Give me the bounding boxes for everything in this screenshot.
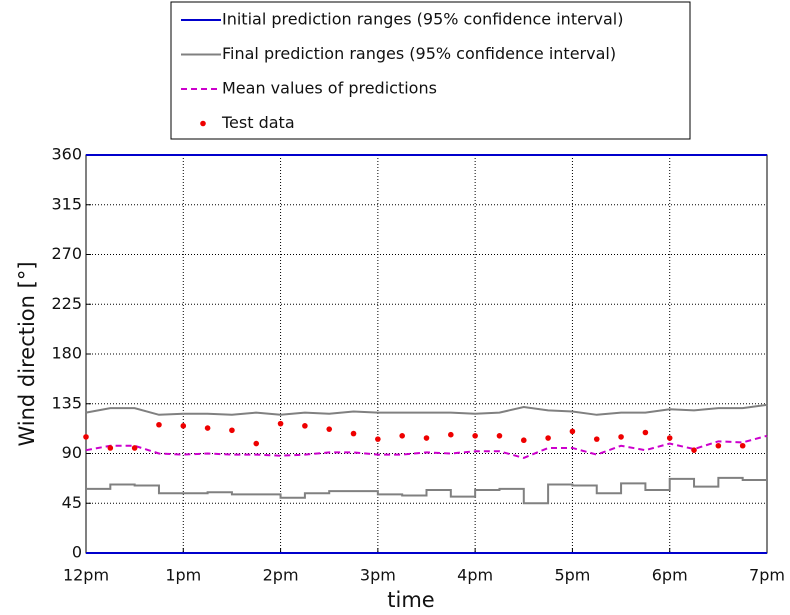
data-point [715,442,722,449]
data-point [448,431,454,438]
data-point [350,430,357,437]
data-point [472,433,478,439]
x-tick-label: 1pm [165,566,201,585]
x-tick-label: 3pm [360,566,396,585]
data-point [375,436,381,442]
data-point [399,433,405,439]
data-point [496,433,503,439]
legend-label: Final prediction ranges (95% confidence … [222,44,616,63]
y-tick-label: 0 [72,543,82,562]
y-tick-label: 135 [51,393,82,412]
legend-label: Initial prediction ranges (95% confidenc… [222,10,623,29]
x-tick-label: 6pm [652,566,688,585]
y-tick-label: 180 [51,344,82,363]
data-point [83,434,89,440]
legend-swatch [200,120,206,127]
data-point [229,427,235,434]
x-axis-title: time [387,588,434,612]
data-point [302,423,308,429]
data-point [107,445,114,451]
y-tick-label: 90 [62,443,82,462]
data-point [739,442,746,449]
lower-bound-line [86,476,767,505]
data-point [569,428,576,435]
upper-bound-line [85,403,768,416]
y-tick-label: 315 [51,194,82,213]
x-tick-label: 2pm [263,566,299,585]
x-tick-label: 12pm [63,566,109,585]
data-point [131,445,138,451]
legend-box [170,1,691,140]
x-tick-label: 5pm [554,566,590,585]
data-point [253,440,260,447]
data-point [156,421,162,428]
x-tick-label: 7pm [749,566,785,585]
data-point [642,429,649,436]
data-point [277,420,284,427]
y-tick-label: 270 [51,244,82,263]
y-tick-label: 45 [62,493,82,512]
x-tick-label: 4pm [457,566,493,585]
data-point [618,434,624,440]
data-point [204,425,211,431]
legend-label: Mean values of predictions [222,79,437,98]
legend-label: Test data [221,113,295,132]
data-point [180,423,187,429]
data-point [326,426,333,432]
y-tick-label: 360 [51,145,82,164]
mean-line [85,434,768,459]
data-point [520,437,527,444]
y-axis-title: Wind direction [°] [15,261,39,446]
data-point [593,436,600,442]
data-point [423,435,430,441]
y-tick-label: 225 [51,294,82,313]
data-point [666,435,673,441]
data-point [545,435,551,441]
data-point [691,447,697,453]
